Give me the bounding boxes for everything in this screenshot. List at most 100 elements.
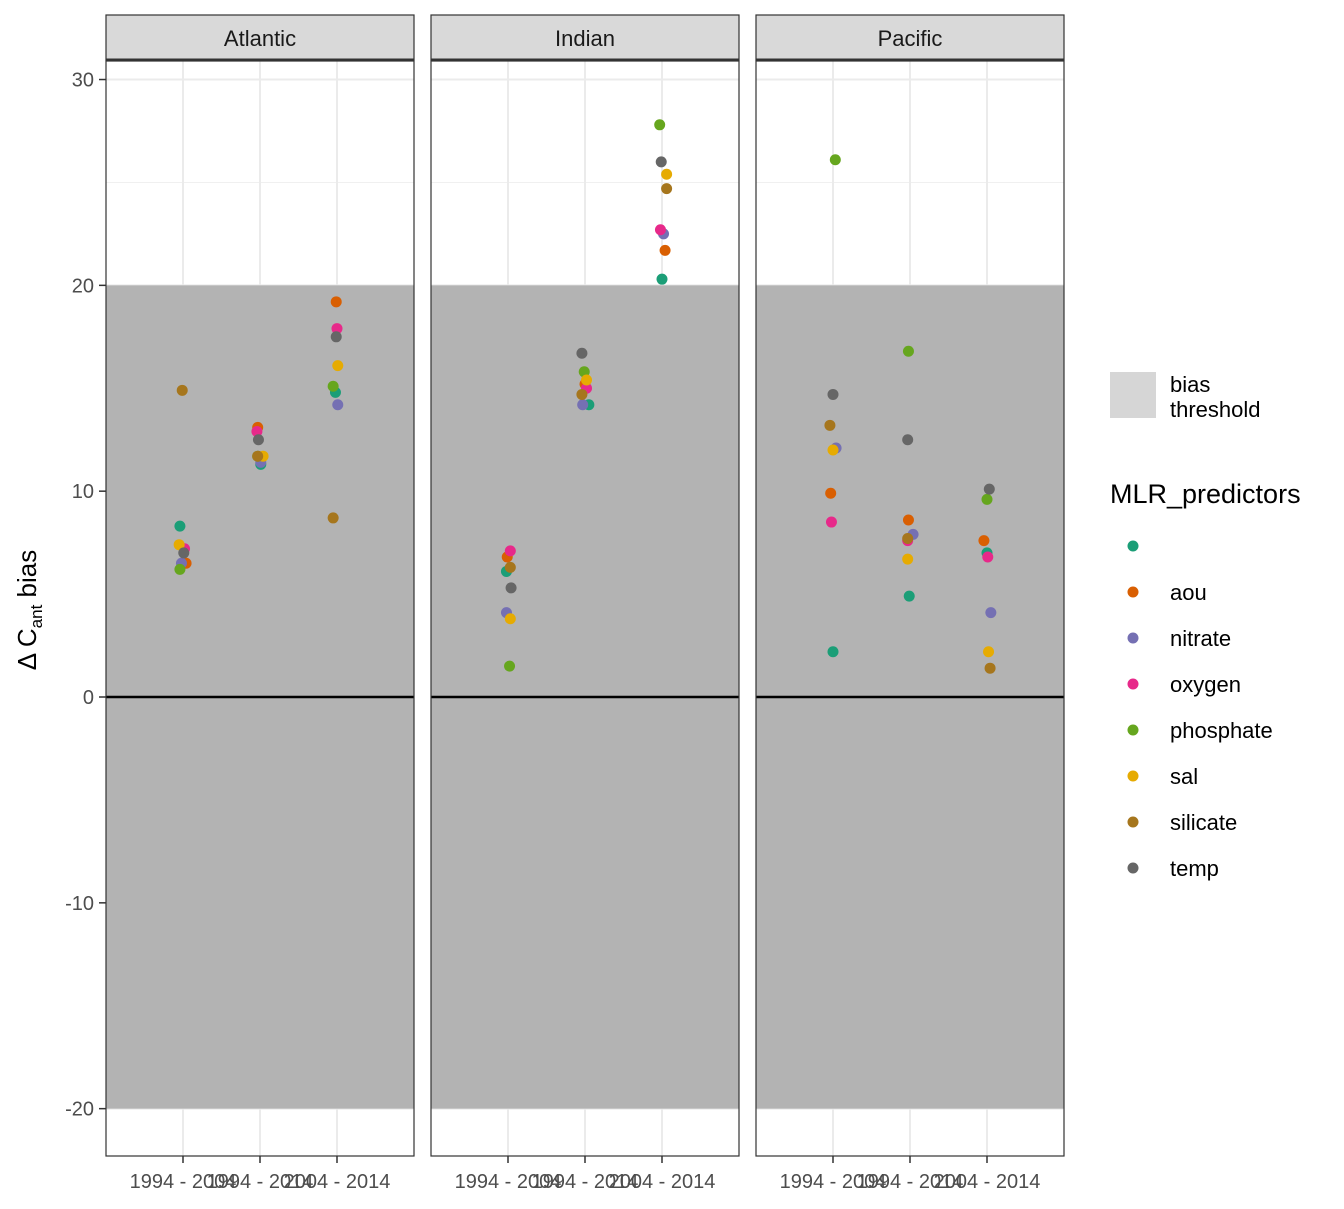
legend-label: oxygen [1170,672,1241,697]
data-point-nitrate [985,607,997,619]
data-point-sal [983,646,995,658]
facet-strip [430,14,740,61]
facet-strip [755,14,1065,61]
data-point-temp [178,547,190,559]
y-tick-label: 0 [83,687,94,709]
data-point-silicate [252,450,264,462]
y-axis: -20 -10 0 10 20 30 [65,70,106,1121]
data-point-nitrate [332,399,344,411]
data-point-silicate [176,384,188,396]
x-tick-label: 1994 - 2014 [207,1171,314,1193]
data-point-phosphate [829,154,841,166]
x-tick-label: 1994 - 2004 [130,1171,237,1193]
data-point-sal [581,374,593,386]
legend-entry-phosphate: phosphate [1127,718,1273,743]
legend-key [1127,816,1139,828]
y-tick-label: 10 [72,481,94,503]
legend-entry-oxygen: oxygen [1127,672,1241,697]
y-axis-title-suffix: bias [12,550,42,605]
data-point-aou [659,244,671,256]
x-tick-label: 2004 - 2014 [934,1171,1041,1193]
data-point-phosphate [504,660,516,672]
data-point-sal [661,168,673,180]
data-point-oxygen [504,545,516,557]
y-axis-title: Δ Cant bias [12,550,46,671]
legend-label: phosphate [1170,718,1273,743]
data-point-sal [902,553,914,565]
legend-entry-silicate: silicate [1127,810,1237,835]
legend-entry-aou: aou [1127,580,1207,605]
legend-entry-temp: temp [1127,856,1219,881]
data-point-nitrate [577,399,589,411]
data-point-sal [332,360,344,372]
facet-strip-label: Pacific [878,26,943,51]
legend-title: MLR_predictors [1110,479,1301,509]
data-point-unnamed [827,646,839,658]
data-point-silicate [902,533,914,545]
legend-label: silicate [1170,810,1237,835]
x-tick-label: 1994 - 2014 [857,1171,964,1193]
data-point-phosphate [902,345,914,357]
y-axis-title-main: Δ C [12,628,42,670]
data-point-silicate [984,662,996,674]
y-axis-title-subscript: ant [27,604,46,628]
data-point-aou [825,487,837,499]
data-point-temp [902,434,914,446]
data-point-phosphate [981,493,993,505]
legend-key [1127,678,1139,690]
y-tick-label: -10 [65,893,94,915]
legend-key [1127,862,1139,874]
legend-key [1127,540,1139,552]
data-point-sal [827,444,839,456]
data-point-temp [576,347,588,359]
data-point-silicate [661,183,673,195]
legend-fill-label: threshold [1170,397,1261,422]
data-point-oxygen [251,425,263,437]
legend-label: temp [1170,856,1219,881]
legend-label: nitrate [1170,626,1231,651]
y-tick-label: 20 [72,275,94,297]
data-point-temp [827,388,839,400]
legend-key [1127,632,1139,644]
legend-entry-nitrate: nitrate [1127,626,1231,651]
data-point-aou [330,296,342,308]
data-point-sal [173,539,185,551]
facet-strip [105,14,415,61]
data-point-silicate [576,388,588,400]
data-point-sal [504,613,516,625]
legend-fill-swatch-overlay [1110,372,1156,418]
data-point-temp [252,434,264,446]
data-point-aou [978,535,990,547]
x-tick-label: 2004 - 2014 [284,1171,391,1193]
data-point-temp [983,483,995,495]
y-tick-label: -20 [65,1099,94,1121]
data-point-silicate [327,512,339,524]
legend-entry-unnamed [1127,540,1139,552]
facet-strip-label: Atlantic [224,26,296,51]
x-tick-label: 1994 - 2004 [780,1171,887,1193]
x-tick-label: 1994 - 2014 [532,1171,639,1193]
legend-entry-sal: sal [1127,764,1198,789]
data-point-oxygen [825,516,837,528]
x-tick-label: 1994 - 2004 [455,1171,562,1193]
data-point-oxygen [654,224,666,236]
data-point-oxygen [982,551,994,563]
data-point-temp [330,331,342,343]
data-point-unnamed [903,590,915,602]
data-point-unnamed [174,520,186,532]
data-point-silicate [824,419,836,431]
legend-key [1127,724,1139,736]
legend-key [1127,770,1139,782]
legend-label: aou [1170,580,1207,605]
facet-strip-label: Indian [555,26,615,51]
data-point-temp [505,582,517,594]
data-point-phosphate [578,366,590,378]
data-point-phosphate [174,563,186,575]
